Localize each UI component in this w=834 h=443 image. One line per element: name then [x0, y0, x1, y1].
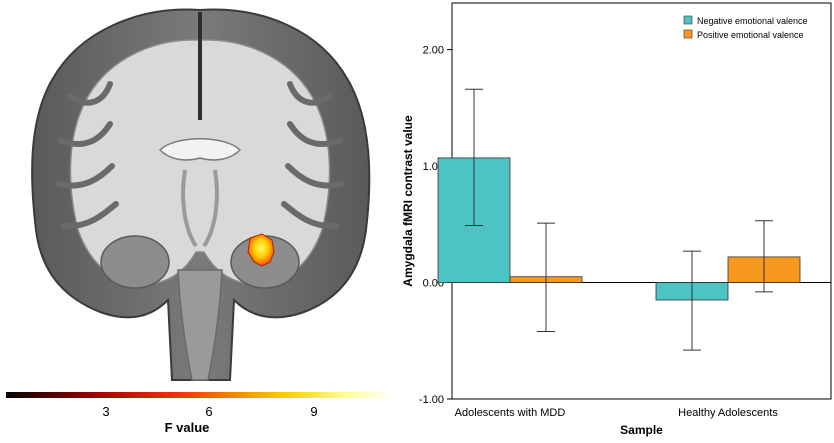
colorbar-tick: 6 [205, 404, 212, 419]
y-tick-label: -1.00 [419, 394, 444, 406]
legend: Negative emotional valence Positive emoti… [683, 15, 808, 40]
colorbar-tick: 9 [310, 404, 317, 419]
temporal-lobe-left [100, 235, 170, 289]
bars [437, 157, 801, 301]
brain-gyri-right [281, 81, 345, 230]
colorbar-label: F value [165, 420, 210, 435]
corpus-callosum [158, 138, 242, 161]
x-tick-label: Healthy Adolescents [678, 407, 778, 419]
legend-swatch [683, 29, 693, 39]
legend-label: Positive emotional valence [697, 30, 804, 40]
y-axis-label: Amygdala fMRI contrast value [401, 115, 415, 287]
brain-gyri-left [55, 81, 119, 230]
colorbar-tick: 3 [102, 404, 109, 419]
brain-figure: 3 6 9 F value [6, 8, 394, 435]
legend-swatch [683, 15, 693, 25]
bar-chart-panel: -1.00 0.00 1.00 2.00 Adolescents with MDD He… [400, 0, 834, 438]
brain-figure-panel: 3 6 9 F value [0, 0, 400, 438]
brainstem [177, 269, 223, 381]
x-axis-label: Sample [620, 423, 663, 437]
basal-structures [181, 169, 219, 248]
colorbar [6, 392, 394, 398]
y-tick-label: 2.00 [423, 45, 444, 57]
x-axis: Adolescents with MDD Healthy Adolescents [455, 407, 779, 419]
activation-cluster [247, 233, 275, 267]
bar-chart: -1.000.001.002.00 Adolescents with MDD He… [401, 2, 832, 437]
legend-label: Negative emotional valence [697, 16, 808, 26]
x-tick-label: Adolescents with MDD [455, 407, 566, 419]
brain-white-matter [69, 39, 331, 285]
error-bars [465, 88, 773, 351]
